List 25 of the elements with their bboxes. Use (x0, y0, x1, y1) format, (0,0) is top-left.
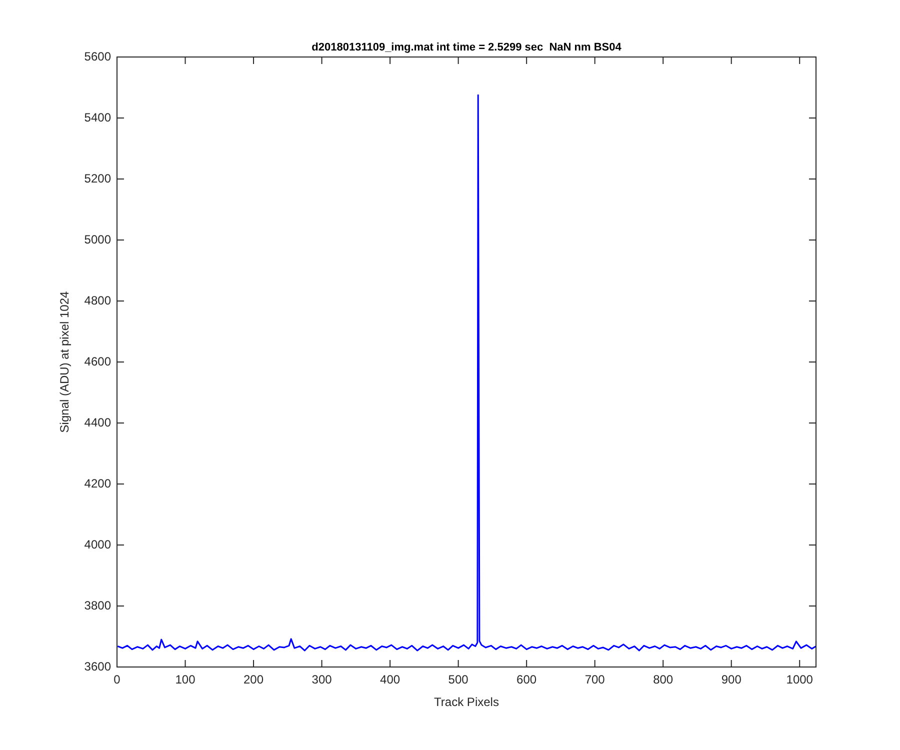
x-tick-label: 1000 (786, 672, 814, 687)
y-tick-label: 5200 (84, 171, 112, 186)
y-axis-title: Signal (ADU) at pixel 1024 (58, 290, 72, 433)
chart-title: d20180131109_img.mat int time = 2.5299 sec NaN nm BS04 (312, 42, 622, 54)
x-tick-label: 700 (584, 672, 606, 687)
y-tick-label: 5400 (84, 110, 112, 124)
y-tick-label: 5600 (84, 49, 112, 64)
y-tick-label: 3800 (84, 598, 112, 612)
x-tick-label: 500 (448, 672, 469, 687)
x-tick-label: 100 (175, 672, 196, 687)
y-tick-label: 4200 (84, 476, 112, 490)
x-axis-title: Track Pixels (434, 695, 499, 710)
x-tick-label: 200 (244, 672, 264, 687)
y-tick-label: 4400 (84, 415, 112, 430)
y-tick-label: 5000 (84, 232, 112, 246)
y-tick-label: 4800 (84, 293, 112, 308)
x-tick-label: 900 (721, 672, 742, 687)
x-tick-label: 0 (114, 672, 121, 687)
x-tick-label: 600 (516, 672, 537, 687)
x-tick-label: 800 (653, 672, 674, 687)
x-tick-label: 300 (312, 672, 332, 687)
x-tick-label: 400 (380, 672, 400, 687)
y-tick-label: 4000 (84, 537, 112, 552)
y-tick-label: 3600 (84, 659, 112, 674)
y-tick-label: 4600 (84, 354, 112, 368)
